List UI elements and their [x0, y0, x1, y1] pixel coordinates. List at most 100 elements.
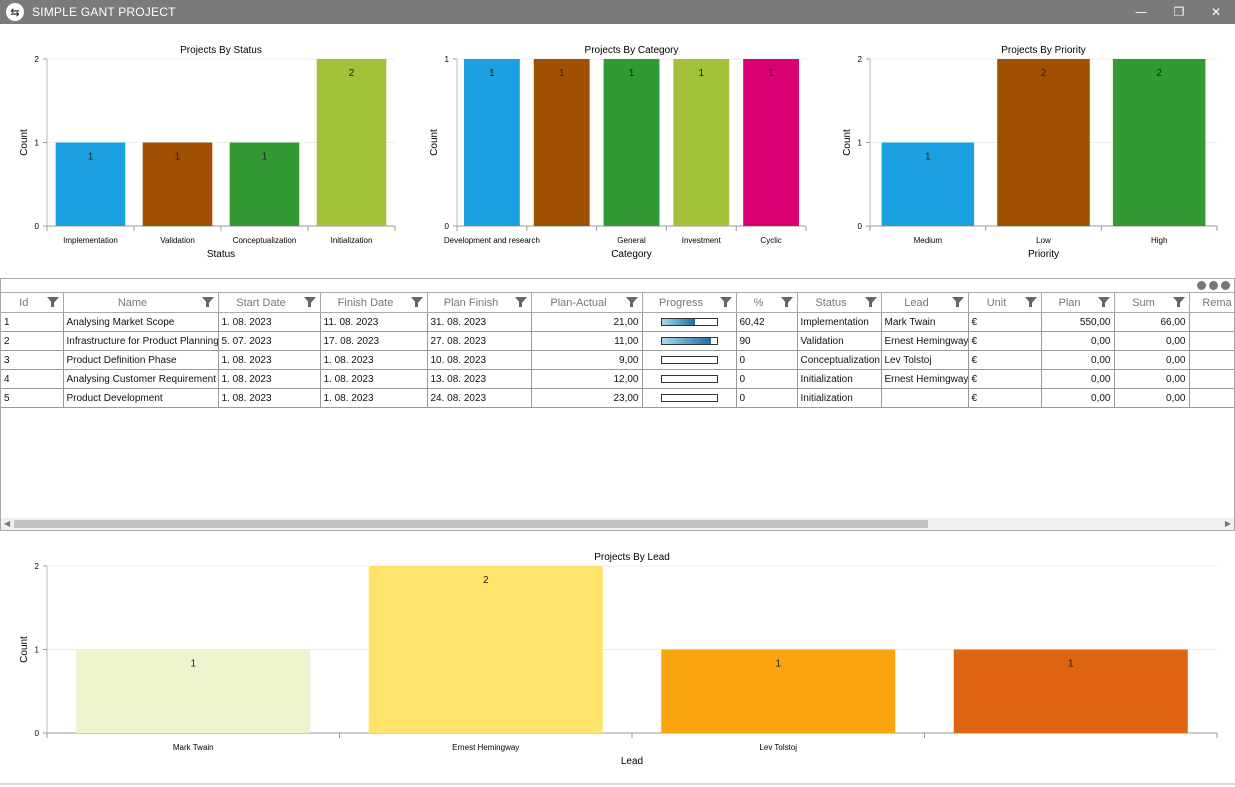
table-row[interactable]: 1 Analysing Market Scope 1. 08. 2023 11. 08…: [1, 312, 1234, 332]
column-header-lead[interactable]: Lead: [881, 292, 969, 313]
filter-icon[interactable]: [780, 297, 793, 307]
cell-plan[interactable]: 550,00: [1041, 312, 1115, 332]
scrollbar-thumb[interactable]: [14, 520, 928, 528]
column-header-id[interactable]: Id: [1, 292, 64, 313]
cell-sum[interactable]: 0,00: [1114, 331, 1190, 351]
cell-id[interactable]: 5: [1, 388, 64, 408]
cell-remaining[interactable]: [1189, 331, 1234, 351]
cell-lead[interactable]: [881, 388, 969, 408]
cell-plan-finish[interactable]: 13. 08. 2023: [427, 369, 532, 389]
cell-status[interactable]: Initialization: [797, 369, 882, 389]
cell-lead[interactable]: Ernest Hemingway: [881, 369, 969, 389]
table-row[interactable]: 2 Infrastructure for Product Planning 5. 0…: [1, 331, 1234, 351]
filter-icon[interactable]: [1172, 297, 1185, 307]
cell-unit[interactable]: €: [968, 388, 1042, 408]
cell-unit[interactable]: €: [968, 312, 1042, 332]
cell-progress[interactable]: [642, 350, 737, 370]
cell-remaining[interactable]: [1189, 312, 1234, 332]
column-header-status[interactable]: Status: [797, 292, 882, 313]
cell-name[interactable]: Analysing Market Scope: [63, 312, 219, 332]
cell-progress[interactable]: [642, 312, 737, 332]
cell-start[interactable]: 1. 08. 2023: [218, 369, 321, 389]
cell-plan-actual[interactable]: 21,00: [531, 312, 643, 332]
cell-plan[interactable]: 0,00: [1041, 388, 1115, 408]
cell-plan-finish[interactable]: 27. 08. 2023: [427, 331, 532, 351]
cell-name[interactable]: Analysing Customer Requirement: [63, 369, 219, 389]
column-header-plan[interactable]: Plan: [1041, 292, 1115, 313]
cell-pct[interactable]: 90: [736, 331, 798, 351]
cell-start[interactable]: 1. 08. 2023: [218, 312, 321, 332]
column-header-progress[interactable]: Progress: [642, 292, 737, 313]
cell-progress[interactable]: [642, 369, 737, 389]
cell-id[interactable]: 2: [1, 331, 64, 351]
cell-finish[interactable]: 1. 08. 2023: [320, 350, 428, 370]
cell-id[interactable]: 1: [1, 312, 64, 332]
more-options-icon[interactable]: [1197, 281, 1230, 290]
cell-status[interactable]: Conceptualization: [797, 350, 882, 370]
cell-progress[interactable]: [642, 331, 737, 351]
cell-unit[interactable]: €: [968, 331, 1042, 351]
cell-plan-actual[interactable]: 9,00: [531, 350, 643, 370]
cell-start[interactable]: 5. 07. 2023: [218, 331, 321, 351]
cell-name[interactable]: Product Development: [63, 388, 219, 408]
filter-icon[interactable]: [864, 297, 877, 307]
cell-remaining[interactable]: [1189, 350, 1234, 370]
close-button[interactable]: ✕: [1210, 5, 1222, 19]
column-header-plan-actual[interactable]: Plan-Actual: [531, 292, 643, 313]
column-header-name[interactable]: Name: [63, 292, 219, 313]
cell-status[interactable]: Initialization: [797, 388, 882, 408]
cell-name[interactable]: Infrastructure for Product Planning: [63, 331, 219, 351]
filter-icon[interactable]: [1097, 297, 1110, 307]
table-row[interactable]: 5 Product Development 1. 08. 2023 1. 08. 20…: [1, 388, 1234, 408]
cell-lead[interactable]: Mark Twain: [881, 312, 969, 332]
filter-icon[interactable]: [719, 297, 732, 307]
filter-icon[interactable]: [625, 297, 638, 307]
scroll-right-icon[interactable]: ▶: [1224, 519, 1231, 528]
cell-plan[interactable]: 0,00: [1041, 369, 1115, 389]
cell-id[interactable]: 3: [1, 350, 64, 370]
cell-id[interactable]: 4: [1, 369, 64, 389]
filter-icon[interactable]: [46, 297, 59, 307]
cell-start[interactable]: 1. 08. 2023: [218, 350, 321, 370]
cell-pct[interactable]: 60,42: [736, 312, 798, 332]
cell-sum[interactable]: 66,00: [1114, 312, 1190, 332]
cell-plan-finish[interactable]: 24. 08. 2023: [427, 388, 532, 408]
cell-plan-finish[interactable]: 31. 08. 2023: [427, 312, 532, 332]
minimize-button[interactable]: —: [1135, 5, 1147, 19]
scroll-left-icon[interactable]: ◀: [4, 519, 11, 528]
column-header-start-date[interactable]: Start Date: [218, 292, 321, 313]
cell-plan[interactable]: 0,00: [1041, 350, 1115, 370]
cell-remaining[interactable]: [1189, 388, 1234, 408]
restore-button[interactable]: ❐: [1173, 5, 1185, 19]
cell-finish[interactable]: 1. 08. 2023: [320, 388, 428, 408]
cell-finish[interactable]: 11. 08. 2023: [320, 312, 428, 332]
cell-remaining[interactable]: [1189, 369, 1234, 389]
cell-plan[interactable]: 0,00: [1041, 331, 1115, 351]
cell-plan-finish[interactable]: 10. 08. 2023: [427, 350, 532, 370]
cell-sum[interactable]: 0,00: [1114, 388, 1190, 408]
cell-finish[interactable]: 1. 08. 2023: [320, 369, 428, 389]
column-header-sum[interactable]: Sum: [1114, 292, 1190, 313]
column-header--[interactable]: %: [736, 292, 798, 313]
cell-lead[interactable]: Lev Tolstoj: [881, 350, 969, 370]
cell-plan-actual[interactable]: 23,00: [531, 388, 643, 408]
table-row[interactable]: 3 Product Definition Phase 1. 08. 2023 1. 0…: [1, 350, 1234, 370]
cell-name[interactable]: Product Definition Phase: [63, 350, 219, 370]
column-header-plan-finish[interactable]: Plan Finish: [427, 292, 532, 313]
cell-pct[interactable]: 0: [736, 350, 798, 370]
cell-lead[interactable]: Ernest Hemingway: [881, 331, 969, 351]
cell-progress[interactable]: [642, 388, 737, 408]
filter-icon[interactable]: [1024, 297, 1037, 307]
cell-finish[interactable]: 17. 08. 2023: [320, 331, 428, 351]
filter-icon[interactable]: [410, 297, 423, 307]
filter-icon[interactable]: [303, 297, 316, 307]
cell-sum[interactable]: 0,00: [1114, 350, 1190, 370]
cell-plan-actual[interactable]: 12,00: [531, 369, 643, 389]
cell-status[interactable]: Validation: [797, 331, 882, 351]
filter-icon[interactable]: [951, 297, 964, 307]
cell-pct[interactable]: 0: [736, 369, 798, 389]
cell-start[interactable]: 1. 08. 2023: [218, 388, 321, 408]
cell-pct[interactable]: 0: [736, 388, 798, 408]
filter-icon[interactable]: [514, 297, 527, 307]
cell-plan-actual[interactable]: 11,00: [531, 331, 643, 351]
